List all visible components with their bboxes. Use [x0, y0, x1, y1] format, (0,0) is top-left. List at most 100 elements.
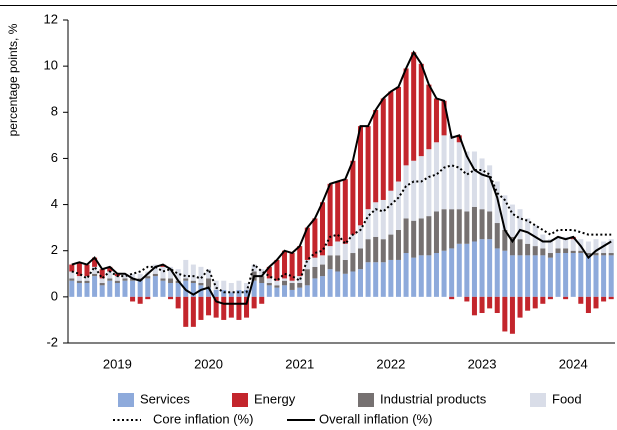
bar-segment	[357, 225, 364, 249]
bar-segment	[563, 296, 569, 300]
bar-segment	[509, 236, 515, 256]
bar-segment	[593, 255, 599, 297]
bar-segment	[547, 239, 553, 254]
bar-segment	[304, 285, 310, 297]
bar-segment	[198, 266, 204, 284]
bar-segment	[471, 206, 477, 242]
bar-segment	[266, 283, 272, 286]
y-axis-label: percentage points, %	[6, 23, 20, 136]
bar-segment	[479, 209, 485, 240]
bar-segment	[266, 266, 272, 279]
bar-segment	[411, 220, 417, 258]
bar-segment	[570, 253, 576, 297]
bar-segment	[274, 285, 280, 288]
bar-segment	[282, 285, 288, 297]
bar-segment	[145, 296, 151, 300]
bar-segment	[502, 250, 508, 297]
bar-segment	[487, 296, 493, 309]
bar-segment	[145, 276, 151, 279]
bar-segment	[152, 276, 158, 297]
y-tick-label: 10	[44, 58, 58, 73]
bar-segment	[130, 296, 136, 302]
bar-segment	[122, 278, 128, 281]
bar-segment	[190, 296, 196, 327]
bar-segment	[547, 296, 553, 300]
bar-segment	[464, 151, 470, 212]
bar-segment	[289, 289, 295, 297]
bar-segment	[259, 296, 265, 304]
bar-segment	[388, 91, 394, 191]
bar-segment	[525, 218, 531, 244]
bar-segment	[350, 253, 356, 272]
bar-segment	[464, 296, 470, 302]
y-tick-label: -2	[46, 334, 58, 349]
bar-segment	[350, 271, 356, 297]
bar-segment	[479, 158, 485, 210]
bar-segment	[183, 278, 189, 281]
y-tick-label: 2	[51, 242, 58, 257]
bar-segment	[289, 280, 295, 284]
bar-segment	[380, 199, 386, 240]
bar-segment	[99, 278, 105, 284]
bar-segment	[297, 283, 303, 288]
x-tick-label: 2024	[559, 356, 588, 371]
bar-segment	[418, 63, 424, 157]
bar-segment	[213, 289, 219, 297]
bar-segment	[244, 289, 250, 297]
bar-segment	[297, 287, 303, 297]
bar-segment	[213, 280, 219, 290]
bar-segment	[449, 248, 455, 297]
bar-segment	[365, 239, 371, 263]
bar-segment	[357, 248, 364, 270]
bar-segment	[585, 296, 591, 314]
bar-segment	[456, 243, 462, 297]
bar-segment	[312, 266, 318, 279]
bar-segment	[168, 278, 174, 284]
bar-segment	[206, 269, 212, 279]
bar-segment	[593, 296, 599, 309]
bar-segment	[494, 296, 500, 314]
bar-segment	[282, 280, 288, 286]
bar-segment	[509, 255, 515, 297]
bar-segment	[282, 250, 288, 279]
bar-segment	[532, 246, 538, 256]
bar-segment	[479, 239, 485, 297]
legend-swatch	[358, 393, 374, 407]
bar-segment	[517, 209, 523, 240]
bar-segment	[403, 68, 409, 166]
bar-segment	[426, 84, 432, 150]
bar-segment	[312, 278, 318, 297]
bar-segment	[130, 280, 136, 297]
bar-segment	[426, 216, 432, 256]
bar-segment	[335, 181, 341, 242]
bar-segment	[608, 255, 614, 297]
y-tick-label: 6	[51, 150, 58, 165]
bar-segment	[76, 262, 82, 277]
legend-swatch	[232, 393, 248, 407]
bar-segment	[137, 280, 143, 297]
bar-segment	[563, 236, 569, 249]
bar-segment	[426, 255, 432, 297]
bar-segment	[130, 278, 136, 281]
bar-segment	[471, 296, 477, 316]
bar-segment	[502, 195, 508, 230]
bar-segment	[494, 223, 500, 249]
bar-segment	[99, 285, 105, 297]
bar-segment	[471, 241, 477, 297]
bar-segment	[319, 264, 326, 277]
bar-segment	[509, 296, 515, 334]
bar-segment	[433, 211, 439, 254]
bar-segment	[532, 296, 538, 309]
bar-segment	[540, 248, 546, 256]
bar-segment	[183, 296, 189, 327]
legend-label: Energy	[254, 391, 296, 406]
bar-segment	[145, 278, 151, 297]
bar-segment	[555, 248, 561, 254]
bar-segment	[342, 243, 348, 260]
bar-segment	[228, 292, 234, 297]
bar-segment	[228, 296, 234, 318]
bar-segment	[107, 266, 113, 272]
bar-segment	[525, 243, 531, 256]
bar-segment	[403, 165, 409, 219]
bar-segment	[190, 283, 196, 297]
